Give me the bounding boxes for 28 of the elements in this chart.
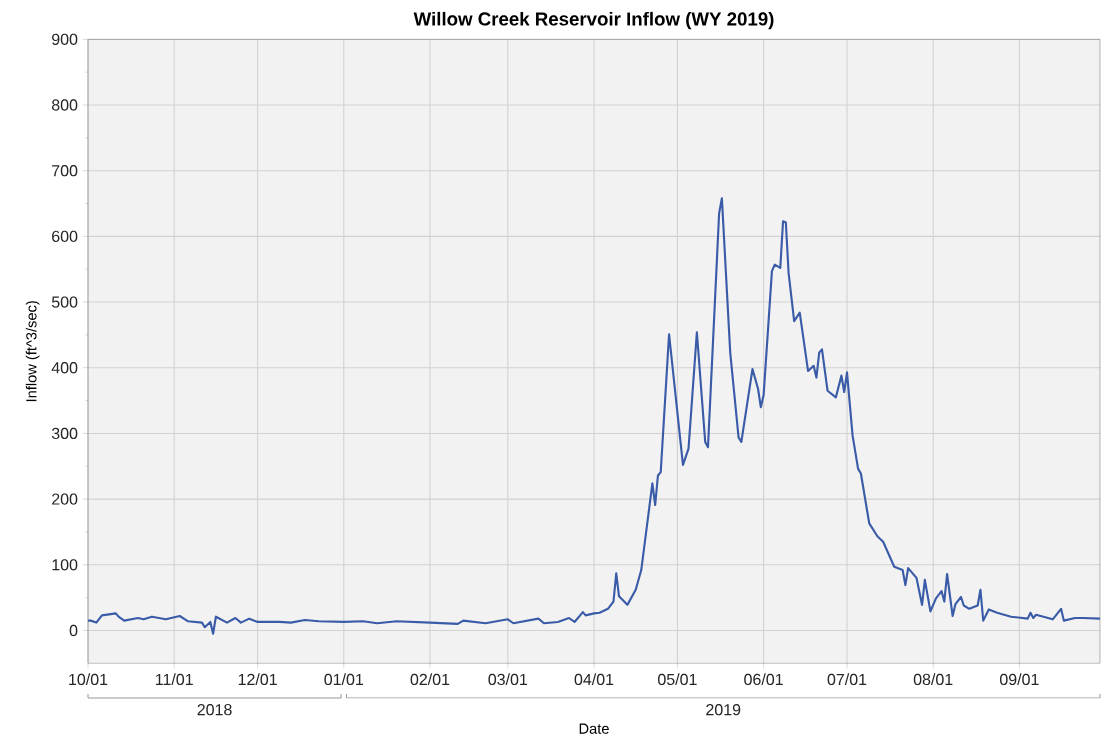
y-tick-label: 700 <box>52 165 78 177</box>
x-tick-label: 08/01 <box>913 673 953 686</box>
x-tick-label: 12/01 <box>238 673 277 686</box>
x-axis-title: Date <box>579 723 609 734</box>
x-tick-label: 02/01 <box>410 673 450 686</box>
text: 2018 <box>197 704 232 716</box>
x-tick-label: 10/01 <box>69 673 108 686</box>
chart-title: Willow Creek Reservoir Inflow (WY 2019) <box>413 11 774 30</box>
y-tick-label: 300 <box>51 427 78 440</box>
y-tick-label: 800 <box>51 99 78 111</box>
x-tick-label: 01/01 <box>324 673 364 686</box>
text: 2019 <box>706 704 741 716</box>
y-tick-label: 400 <box>51 362 78 374</box>
y-tick-label: 100 <box>52 559 78 571</box>
x-tick-label: 04/01 <box>574 673 614 686</box>
y-tick-label: 200 <box>52 493 78 505</box>
x-tick-label: 05/01 <box>658 673 697 686</box>
y-tick-label: 900 <box>52 33 78 45</box>
y-tick-label: 600 <box>52 230 78 243</box>
y-tick-label: 0 <box>69 624 78 637</box>
x-tick-label: 07/01 <box>827 673 867 686</box>
x-tick-label: 11/01 <box>155 673 193 686</box>
x-tick-label: 06/01 <box>744 673 783 686</box>
y-axis-title: Inflow (ft^3/sec) <box>25 301 40 402</box>
x-tick-label: 09/01 <box>999 673 1039 686</box>
y-tick-label: 500 <box>51 296 78 308</box>
x-tick-label: 03/01 <box>488 673 528 686</box>
line-series <box>88 197 1100 635</box>
